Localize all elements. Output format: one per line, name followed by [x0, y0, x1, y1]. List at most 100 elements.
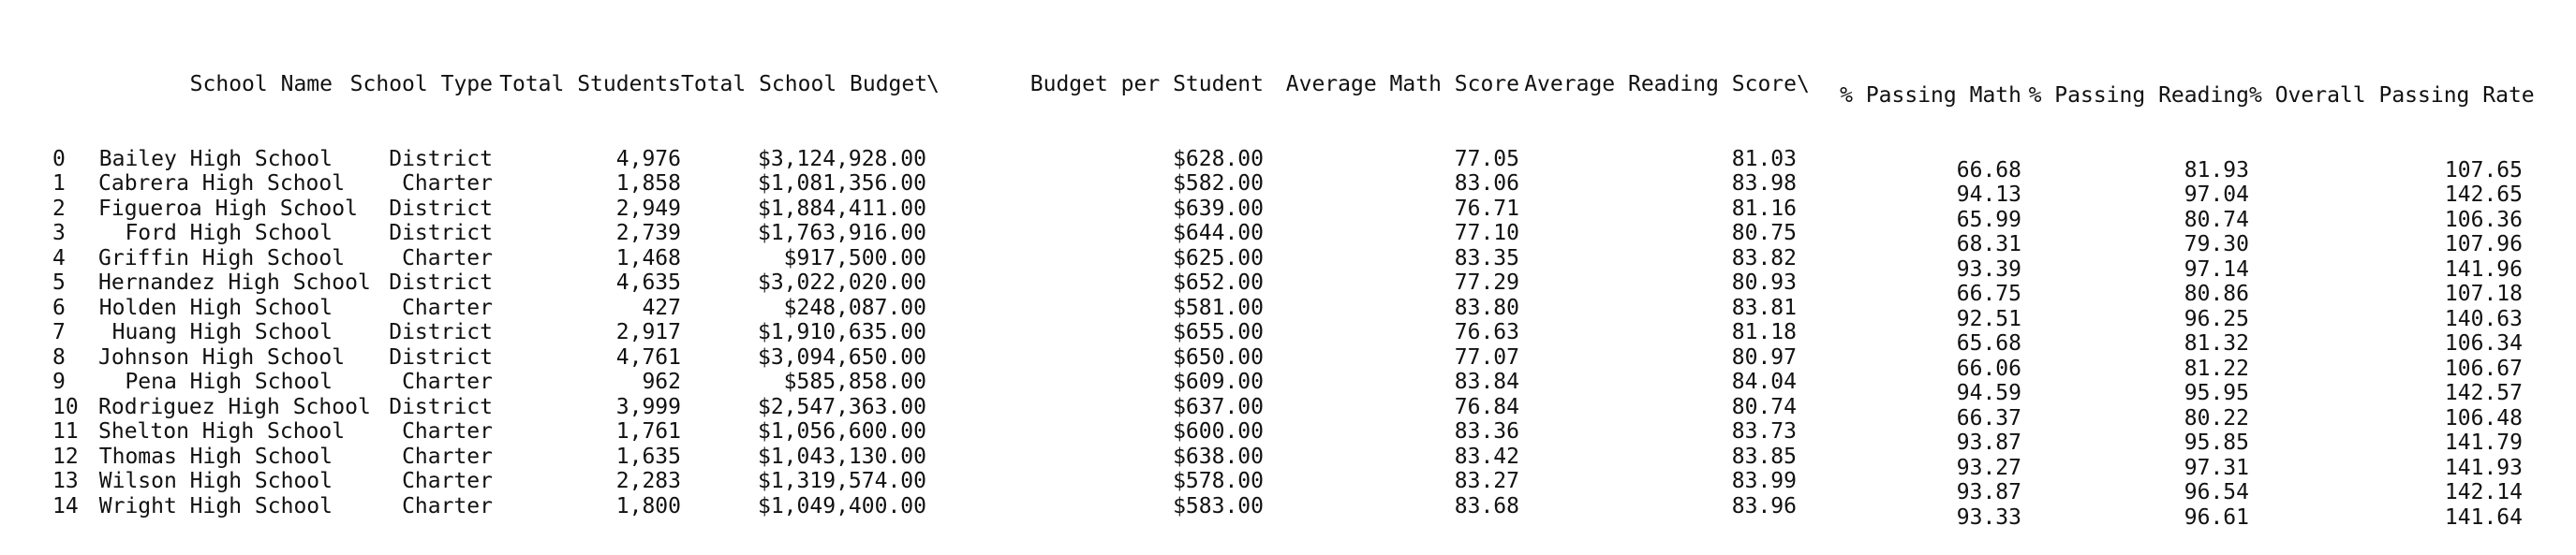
row-index: 9 — [52, 370, 66, 394]
continuation-cell — [1797, 270, 1815, 296]
continuation-cell — [926, 320, 955, 345]
total-students-cell: 1,761 — [615, 419, 681, 444]
school-name-cell: Pena High School — [125, 370, 333, 394]
school-name-cell: Rodriguez High School — [98, 394, 371, 419]
table-row: 9 Pena High School Charter 962 $585,858.00 — [52, 370, 955, 395]
avg-reading-cell: 83.82 — [1731, 245, 1797, 270]
school-name-cell: Holden High School — [98, 295, 333, 320]
total-budget-cell: $917,500.00 — [783, 245, 926, 270]
avg-math-cell: 83.84 — [1454, 370, 1519, 394]
school-type-cell: Charter — [402, 419, 493, 444]
row-index: 5 — [52, 270, 66, 295]
header-budget-per-student: Budget per Student — [1029, 72, 1264, 96]
row-index: 2 — [52, 196, 66, 221]
continuation-cell — [926, 147, 955, 172]
passing-reading-cell: 80.86 — [2184, 282, 2249, 306]
avg-reading-cell: 81.16 — [1731, 196, 1797, 221]
row-index: 8 — [52, 344, 66, 370]
avg-reading-cell: 80.74 — [1731, 394, 1797, 419]
school-type-cell: District — [389, 146, 493, 171]
table-row: $625.00 83.35 83.82 — [1024, 246, 1815, 271]
total-students-cell: 4,761 — [615, 344, 681, 370]
row-index: 11 — [52, 419, 79, 444]
school-name-cell: Wilson High School — [98, 469, 333, 493]
total-students-cell: 1,858 — [615, 171, 681, 196]
table-row: $582.00 83.06 83.98 — [1024, 171, 1815, 197]
passing-reading-cell: 95.85 — [2184, 431, 2249, 455]
table-row: 0 Bailey High School District 4,976 $3,124,9… — [52, 147, 955, 172]
passing-math-cell: 65.99 — [1956, 207, 2021, 232]
passing-reading-cell: 80.74 — [2184, 207, 2249, 232]
budget-per-student-cell: $650.00 — [1173, 344, 1264, 370]
table-row: 68.31 79.30 107.96 — [1822, 232, 2523, 257]
overall-passing-cell: 106.36 — [2444, 207, 2523, 232]
header-avg-reading: Average Reading Score — [1524, 72, 1797, 96]
table-block-3: % Passing Math % Passing Reading % Overa… — [1822, 34, 2535, 555]
table-row: $600.00 83.36 83.73 — [1024, 419, 1815, 445]
overall-passing-cell: 142.14 — [2444, 480, 2523, 504]
budget-per-student-cell: $644.00 — [1173, 221, 1264, 245]
school-type-cell: District — [389, 221, 493, 245]
avg-math-cell: 76.84 — [1454, 394, 1519, 419]
total-budget-cell: $2,547,363.00 — [757, 394, 926, 419]
total-budget-cell: $585,858.00 — [783, 370, 926, 394]
table-row: 66.37 80.22 106.48 — [1822, 406, 2523, 431]
avg-math-cell: 77.05 — [1454, 146, 1519, 171]
total-students-cell: 2,283 — [615, 469, 681, 493]
table-row: 65.99 80.74 106.36 — [1822, 208, 2523, 233]
avg-math-cell: 83.06 — [1454, 171, 1519, 196]
header-total-budget: Total School Budget — [681, 72, 928, 96]
continuation-cell — [1797, 445, 1815, 470]
school-name-cell: Thomas High School — [98, 444, 333, 469]
row-index: 14 — [52, 493, 79, 518]
avg-reading-cell: 81.03 — [1731, 146, 1797, 171]
total-budget-cell: $1,043,130.00 — [757, 444, 926, 469]
school-type-cell: Charter — [402, 370, 493, 394]
table-row: $638.00 83.42 83.85 — [1024, 445, 1815, 470]
row-index: 6 — [52, 295, 66, 320]
avg-reading-cell: 80.97 — [1731, 344, 1797, 370]
continuation-cell — [926, 419, 955, 445]
budget-per-student-cell: $628.00 — [1173, 146, 1264, 171]
continuation-cell — [1797, 296, 1815, 321]
budget-per-student-cell: $600.00 — [1173, 419, 1264, 444]
passing-reading-cell: 81.22 — [2184, 356, 2249, 381]
table-row: 3 Ford High School District 2,739 $1,763,916… — [52, 221, 955, 246]
total-budget-cell: $1,910,635.00 — [757, 320, 926, 344]
overall-passing-cell: 141.93 — [2444, 455, 2523, 480]
table-row: 93.87 95.85 141.79 — [1822, 431, 2523, 456]
table-row: 7 Huang High School District 2,917 $1,910,63… — [52, 320, 955, 345]
passing-math-cell: 94.13 — [1956, 183, 2021, 207]
table-row: 2 Figueroa High School District 2,949 $1,884… — [52, 197, 955, 222]
table-row: 14 Wright High School Charter 1,800 $1,049,4… — [52, 494, 955, 519]
school-name-cell: Johnson High School — [98, 344, 346, 370]
total-budget-cell: $3,094,650.00 — [757, 344, 926, 370]
total-students-cell: 3,999 — [615, 394, 681, 419]
passing-reading-cell: 96.25 — [2184, 306, 2249, 331]
passing-math-cell: 93.33 — [1956, 504, 2021, 530]
school-type-cell: District — [389, 320, 493, 344]
continuation-cell — [926, 246, 955, 271]
table-row: $628.00 77.05 81.03 — [1024, 147, 1815, 172]
table-row: $578.00 83.27 83.99 — [1024, 469, 1815, 494]
continuation-cell — [1797, 419, 1815, 445]
header-total-students: Total Students — [499, 72, 681, 96]
continuation-cell — [1797, 345, 1815, 371]
continuation-cell — [926, 270, 955, 296]
header-passing-reading: % Passing Reading — [2028, 83, 2249, 108]
row-index: 7 — [52, 320, 66, 344]
total-students-cell: 427 — [642, 295, 681, 320]
row-index: 10 — [52, 394, 79, 419]
table-block-2: Budget per Student Average Math Score Av… — [1024, 22, 1815, 544]
passing-math-cell: 93.39 — [1956, 256, 2021, 282]
continuation-cell — [1797, 171, 1815, 197]
table-row: $637.00 76.84 80.74 — [1024, 395, 1815, 420]
school-type-cell: District — [389, 196, 493, 221]
continuation-cell — [926, 370, 955, 395]
table-row: 93.33 96.61 141.64 — [1822, 505, 2523, 531]
passing-math-cell: 92.51 — [1956, 306, 2021, 331]
budget-per-student-cell: $652.00 — [1173, 270, 1264, 295]
table-row: $652.00 77.29 80.93 — [1024, 270, 1815, 296]
avg-reading-cell: 83.98 — [1731, 171, 1797, 196]
overall-passing-cell: 140.63 — [2444, 306, 2523, 331]
